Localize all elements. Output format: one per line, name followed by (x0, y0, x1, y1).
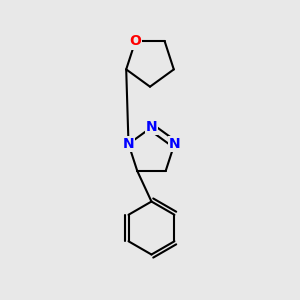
Text: N: N (123, 137, 134, 151)
Text: O: O (129, 34, 141, 48)
Text: N: N (146, 120, 157, 134)
Text: N: N (169, 137, 180, 151)
